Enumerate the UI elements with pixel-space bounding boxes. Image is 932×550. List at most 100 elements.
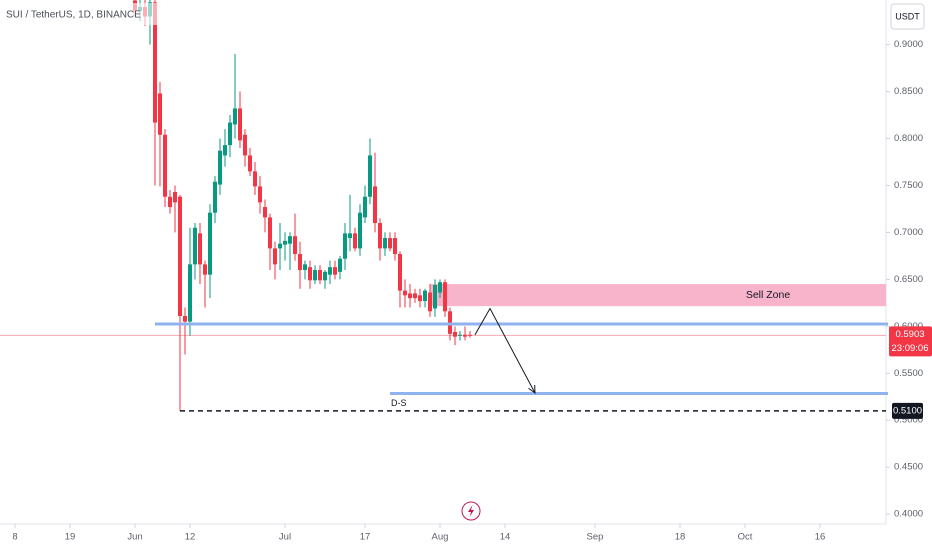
candle-body xyxy=(288,236,292,244)
candle-body xyxy=(213,181,217,213)
candle-body xyxy=(223,145,227,156)
candle-body xyxy=(413,293,417,299)
candle-body xyxy=(453,331,457,337)
candle-body xyxy=(298,254,302,270)
candle-body xyxy=(443,282,447,312)
candle-body xyxy=(313,269,317,281)
candle-body xyxy=(168,196,172,208)
currency: USDT xyxy=(895,11,920,21)
y-tick-label: 0.7000 xyxy=(894,227,923,238)
candle-body xyxy=(253,171,257,187)
x-tick-label: 8 xyxy=(12,532,17,543)
candle-body xyxy=(458,334,462,336)
sell-zone xyxy=(430,284,886,307)
x-tick-label: Sep xyxy=(587,532,604,543)
candle-body xyxy=(398,254,402,291)
y-tick-label: 0.5000 xyxy=(894,415,923,426)
chart-title: SUI / TetherUS, 1D, BINANCE xyxy=(6,10,141,21)
y-tick-label: 0.9000 xyxy=(894,39,923,50)
candle-body xyxy=(188,264,192,322)
target-label: D-S xyxy=(391,398,407,408)
candle-body xyxy=(393,238,397,255)
candle-body xyxy=(418,295,422,301)
candle-body xyxy=(323,271,327,281)
candle-body xyxy=(468,334,472,336)
candle-body xyxy=(273,248,277,265)
candle-body xyxy=(198,233,202,265)
candle-body xyxy=(363,196,367,218)
candle-body xyxy=(193,227,197,265)
x-tick-label: 16 xyxy=(815,532,826,543)
candle-body xyxy=(163,134,167,197)
forecast-arrow xyxy=(474,307,536,394)
candle-body xyxy=(373,186,377,224)
candle-body xyxy=(303,264,307,270)
candle-body xyxy=(333,267,337,275)
candle-body xyxy=(348,233,352,239)
last-price-badge xyxy=(889,326,932,357)
y-tick-label: 0.8000 xyxy=(894,133,923,144)
y-tick-label: 0.4000 xyxy=(894,509,923,520)
x-tick-label: 12 xyxy=(185,532,196,543)
low-level-badge xyxy=(892,402,923,419)
x-tick-label: Jul xyxy=(279,532,291,543)
candle-body xyxy=(283,240,287,245)
candle-body xyxy=(463,334,467,337)
sell-zone-label: Sell Zone xyxy=(746,289,791,301)
currency-box[interactable] xyxy=(890,3,925,30)
candle-body xyxy=(328,267,332,275)
candle-body xyxy=(268,217,272,249)
candle-body xyxy=(178,196,182,316)
candle-body xyxy=(308,267,312,281)
y-tick-label: 0.7500 xyxy=(894,180,923,191)
title-backdrop xyxy=(0,3,160,25)
candle-body xyxy=(218,150,222,185)
y-tick-label: 0.5500 xyxy=(894,368,923,379)
y-tick-label: 0.8500 xyxy=(894,86,923,97)
candle-body xyxy=(368,155,372,197)
candle-body xyxy=(228,122,232,146)
y-tick-label: 0.6500 xyxy=(894,274,923,285)
candle-body xyxy=(388,238,392,249)
candle-body xyxy=(318,269,322,281)
arrow-head xyxy=(528,384,536,395)
candle-body xyxy=(233,108,237,125)
candle-body xyxy=(238,108,242,141)
candle-body xyxy=(203,264,207,275)
y-tick-label: 0.4500 xyxy=(894,462,923,473)
candle-body xyxy=(158,93,162,135)
x-tick-label: 14 xyxy=(500,532,511,543)
low-level-label: 0.5100 xyxy=(893,405,922,416)
candle-body xyxy=(258,186,262,203)
candle-body xyxy=(438,282,442,293)
candle-body xyxy=(248,155,252,172)
events-bolt xyxy=(468,505,474,517)
candle-body xyxy=(383,238,387,249)
candle-body xyxy=(208,212,212,275)
x-tick-label: Aug xyxy=(432,532,449,543)
candle-body xyxy=(243,134,247,156)
candle-body xyxy=(173,192,177,203)
x-tick-label: Jun xyxy=(127,532,142,543)
candle-body xyxy=(293,236,297,255)
candle-body xyxy=(378,223,382,249)
x-tick-label: 18 xyxy=(675,532,686,543)
candle-body xyxy=(408,293,412,299)
candle-body xyxy=(183,315,187,322)
candle-body xyxy=(153,2,157,123)
x-tick-label: Oct xyxy=(738,532,753,543)
x-tick-label: 19 xyxy=(65,532,76,543)
plot: Sell Zone D-S xyxy=(0,0,888,412)
candle-body xyxy=(403,290,407,296)
candle-body xyxy=(358,212,362,249)
x-tick-label: 17 xyxy=(360,532,371,543)
countdown-label: 23:09:06 xyxy=(892,343,929,354)
candle-body xyxy=(338,258,342,272)
candle-body xyxy=(433,285,437,309)
last-price-label: 0.5903 xyxy=(895,329,924,340)
candle-body xyxy=(423,290,427,301)
candle-body xyxy=(428,292,432,312)
candle-body xyxy=(343,233,347,259)
